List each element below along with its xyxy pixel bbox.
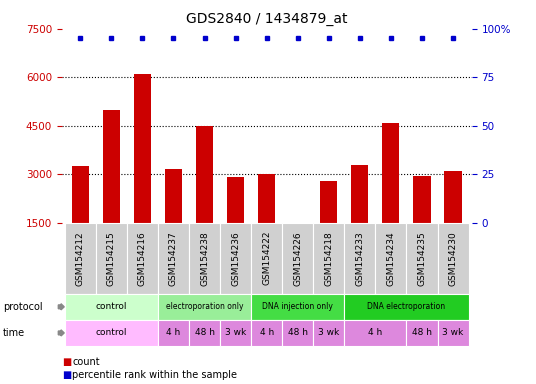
Text: DNA injection only: DNA injection only [262,302,333,311]
Text: GSM154236: GSM154236 [231,231,240,286]
Bar [444,171,461,223]
Text: GSM154238: GSM154238 [200,231,209,286]
Bar [134,74,151,223]
Bar [413,176,430,223]
Text: GSM154235: GSM154235 [418,231,427,286]
Text: GSM154226: GSM154226 [293,231,302,286]
Text: GSM154230: GSM154230 [449,231,458,286]
Bar [196,126,213,223]
Text: 4 h: 4 h [368,328,383,338]
Text: GSM154216: GSM154216 [138,231,147,286]
Title: GDS2840 / 1434879_at: GDS2840 / 1434879_at [186,12,347,26]
Bar [382,122,399,223]
Text: GSM154215: GSM154215 [107,231,116,286]
Text: GSM154233: GSM154233 [355,231,364,286]
Text: 3 wk: 3 wk [318,328,339,338]
Bar [227,177,244,223]
Text: 4 h: 4 h [166,328,181,338]
Text: GSM154222: GSM154222 [262,231,271,285]
Text: count: count [72,357,100,367]
Text: 48 h: 48 h [412,328,432,338]
Text: GSM154212: GSM154212 [76,231,85,286]
Bar [258,174,275,223]
Text: time: time [3,328,25,338]
Bar [103,109,120,223]
Text: protocol: protocol [3,302,42,312]
Text: electroporation only: electroporation only [166,302,243,311]
Bar [289,223,306,265]
Bar [320,181,337,223]
Text: control: control [95,302,127,311]
Text: 3 wk: 3 wk [442,328,464,338]
Text: 4 h: 4 h [259,328,274,338]
Text: percentile rank within the sample: percentile rank within the sample [72,370,237,380]
Text: ■: ■ [62,370,71,380]
Text: GSM154218: GSM154218 [324,231,333,286]
Text: ■: ■ [62,357,71,367]
Text: GSM154234: GSM154234 [386,231,396,286]
Text: DNA electroporation: DNA electroporation [367,302,445,311]
Text: 48 h: 48 h [288,328,308,338]
Text: GSM154237: GSM154237 [169,231,178,286]
Bar [351,164,368,223]
Text: control: control [95,328,127,338]
Text: 3 wk: 3 wk [225,328,246,338]
Bar [165,169,182,223]
Text: 48 h: 48 h [195,328,214,338]
Bar [72,166,89,223]
